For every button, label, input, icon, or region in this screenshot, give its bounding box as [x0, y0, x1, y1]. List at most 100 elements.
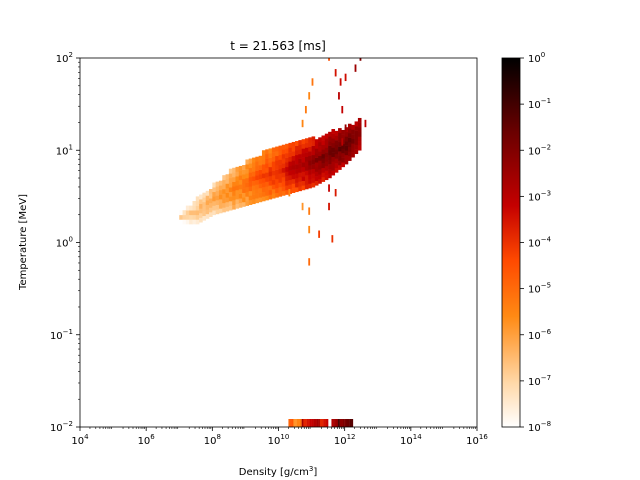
- heatmap-cell: [308, 160, 312, 166]
- heatmap-cell: [278, 177, 283, 183]
- heatmap-cell: [268, 148, 273, 154]
- colorbar-tick-label-base: 10: [528, 423, 541, 434]
- heatmap-cell: [288, 147, 293, 153]
- heatmap-cell: [295, 164, 299, 169]
- heatmap-cell: [354, 144, 359, 150]
- heatmap-cell: [245, 182, 250, 188]
- x-tick-label-base: 10: [400, 436, 413, 447]
- heatmap-cell: [324, 152, 329, 158]
- heatmap-cell: [261, 173, 266, 179]
- heatmap-cell: [328, 145, 332, 151]
- heatmap-cell: [232, 200, 236, 205]
- heatmap-cell: [291, 174, 296, 180]
- heatmap-cell: [321, 163, 326, 169]
- y-tick-label-exponent: 0: [69, 236, 73, 244]
- colorbar-tick-label-base: 10: [528, 239, 541, 250]
- heatmap-point: [328, 184, 330, 192]
- colorbar-tick-label-exponent: 0: [541, 51, 545, 59]
- heatmap-cell: [245, 200, 250, 206]
- bottom-strip-cell: [351, 419, 354, 427]
- heatmap-cell: [324, 170, 329, 176]
- heatmap-cell: [308, 178, 312, 184]
- heatmap-cell: [338, 128, 342, 134]
- heatmap-cell: [341, 148, 345, 154]
- heatmap-cell: [222, 202, 226, 208]
- heatmap-cell: [331, 129, 336, 134]
- heatmap-cell: [222, 179, 226, 185]
- heatmap-point: [359, 58, 362, 61]
- heatmap-cell: [261, 164, 266, 169]
- heatmap-cell: [275, 151, 279, 157]
- heatmap-cell: [268, 185, 273, 191]
- heatmap-cell: [318, 141, 322, 147]
- colorbar-tick-label-base: 10: [528, 146, 541, 157]
- heatmap-cell: [271, 152, 276, 158]
- heatmap-cell: [238, 165, 243, 171]
- heatmap-cell: [357, 141, 362, 146]
- heatmap-cell: [245, 173, 250, 179]
- heatmap-cell: [261, 150, 266, 156]
- bottom-strip-cell: [291, 419, 294, 427]
- heatmap-cell: [209, 193, 213, 199]
- x-tick-label-exponent: 12: [347, 433, 356, 441]
- heatmap-cell: [334, 130, 339, 136]
- heatmap-cell: [258, 192, 263, 198]
- heatmap-cell: [281, 177, 286, 182]
- heatmap-cell: [298, 186, 302, 192]
- colorbar-tick-label-exponent: −3: [541, 189, 551, 197]
- heatmap-cell: [205, 209, 210, 215]
- heatmap-cell: [341, 129, 345, 135]
- heatmap-cell: [324, 142, 329, 148]
- heatmap-cell: [238, 193, 243, 199]
- x-tick-label: 108: [204, 433, 221, 447]
- heatmap-cell: [252, 157, 256, 163]
- heatmap-cell: [202, 201, 207, 207]
- heatmap-cell: [288, 142, 293, 148]
- heatmap-cell: [295, 159, 299, 165]
- heatmap-cell: [202, 197, 207, 203]
- heatmap-cell: [331, 161, 336, 167]
- heatmap-cell: [301, 153, 306, 158]
- heatmap-cell: [328, 168, 332, 174]
- heatmap-cell: [347, 151, 352, 157]
- heatmap-cell: [212, 205, 216, 211]
- heatmap-cell: [248, 158, 253, 164]
- heatmap-cell: [242, 192, 246, 198]
- heatmap-cell: [301, 139, 306, 145]
- heatmap-cell: [324, 165, 329, 171]
- colorbar-tick-label-base: 10: [528, 100, 541, 111]
- heatmap-cell: [288, 175, 293, 181]
- heatmap-cell: [225, 188, 230, 193]
- heatmap-cell: [288, 184, 293, 190]
- heatmap-cell: [291, 160, 296, 166]
- heatmap-cell: [199, 199, 203, 205]
- heatmap-cell: [235, 194, 240, 200]
- heatmap-cell: [301, 166, 306, 172]
- heatmap-cell: [205, 190, 210, 196]
- heatmap-cell: [268, 171, 273, 177]
- heatmap-cell: [275, 174, 279, 180]
- heatmap-cell: [295, 168, 299, 174]
- x-axis-ticks: 104 106 108 1010 1012 1014 1016: [71, 427, 488, 447]
- heatmap-point: [354, 64, 357, 72]
- heatmap-cell: [357, 127, 362, 133]
- heatmap-cell: [271, 189, 276, 194]
- heatmap-cell: [275, 169, 279, 175]
- heatmap-cell: [321, 167, 326, 173]
- y-tick-label-base: 10: [50, 331, 63, 342]
- axes-background: [80, 58, 477, 427]
- heatmap-cell: [245, 164, 250, 169]
- colorbar-tick-label-base: 10: [528, 54, 541, 65]
- heatmap-cell: [212, 182, 216, 188]
- heatmap-point: [328, 202, 330, 211]
- bottom-strip-cell: [293, 419, 296, 427]
- heatmap-cell: [344, 145, 349, 151]
- heatmap-cell: [218, 180, 223, 186]
- heatmap-cell: [281, 153, 286, 159]
- heatmap-cell: [318, 165, 322, 170]
- colorbar-tick-label: 10−2: [528, 143, 551, 157]
- heatmap-cell: [248, 195, 253, 201]
- heatmap-cell: [268, 176, 273, 181]
- heatmap-cell: [271, 175, 276, 181]
- bottom-strip-cell: [341, 419, 344, 427]
